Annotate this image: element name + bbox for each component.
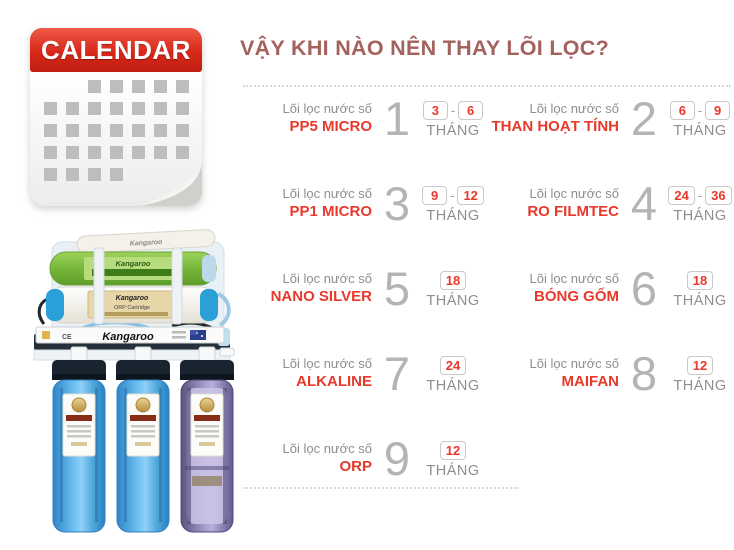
calendar-label: CALENDAR [41,34,191,65]
months-min: 9 [422,185,448,205]
filter-item-9: Lõi lọc nước số ORP 9 12 THÁNG [240,416,487,501]
months-max: 9 [705,100,731,120]
filter-number: 9 [383,432,411,485]
months-max: 36 [705,185,732,205]
housing-2 [116,360,170,533]
filter-label: Lõi lọc nước số [282,440,373,456]
calendar-icon: CALENDAR [30,28,202,206]
filter-label: Lõi lọc nước số [529,185,620,201]
months-unit: THÁNG [426,377,480,394]
months-min: 24 [668,185,695,205]
range-dash: - [450,102,456,118]
months-max: 12 [457,185,484,205]
range-dash: - [697,102,703,118]
months-value: 18 [686,270,714,290]
range-dash: - [450,187,455,203]
filter-number: 2 [630,92,658,145]
filter-name: PP1 MICRO [289,202,372,220]
filter-label: Lõi lọc nước số [529,270,620,286]
months-unit: THÁNG [673,122,727,139]
months-unit: THÁNG [426,207,480,224]
housing-3 [180,360,234,533]
filter-item-3: Lõi lọc nước số PP1 MICRO 3 9-12 THÁNG [240,161,487,246]
filter-number: 5 [383,262,411,315]
range-dash: - [697,187,703,203]
filter-name: RO FILMTEC [527,202,619,220]
divider-top [243,85,731,87]
orp-cartridge-brand-text: Kangaroo [116,295,149,302]
filter-number: 8 [630,347,658,400]
filter-name: THAN HOẠT TÍNH [491,117,620,135]
filter-item-1: Lõi lọc nước số PP5 MICRO 1 3-6 THÁNG [240,76,487,161]
filter-item-4: Lõi lọc nước số RO FILMTEC 4 24-36 THÁNG [487,161,734,246]
months-min: 3 [422,100,448,120]
divider-bottom [243,487,519,489]
page-title: VẬY KHI NÀO NÊN THAY LÕI LỌC? [240,36,610,60]
filter-name: PP5 MICRO [289,117,372,135]
months-value: 12 [686,355,714,375]
months-min: 6 [669,100,695,120]
filter-number: 7 [383,347,411,400]
filter-label: Lõi lọc nước số [282,185,373,201]
months-value: 12 [439,440,467,460]
filter-item-2: Lõi lọc nước số THAN HOẠT TÍNH 2 6-9 THÁNG [487,76,734,161]
filter-number: 6 [630,262,658,315]
brand-logo-text: Kangaroo [102,331,154,343]
filter-list: Lõi lọc nước số PP5 MICRO 1 3-6 THÁNG Lõi … [240,76,734,501]
top-cartridge-brand-text: Kangaroo [130,239,164,248]
filter-number: 4 [630,177,658,230]
filter-label: Lõi lọc nước số [529,355,620,371]
filter-label: Lõi lọc nước số [282,100,373,116]
months-unit: THÁNG [426,462,480,479]
filter-name: ALKALINE [296,372,372,390]
months-unit: THÁNG [673,292,727,309]
orp-cartridge-label-text: ORP Cartridge [114,305,150,311]
housing-1 [52,360,106,533]
filter-item-7: Lõi lọc nước số ALKALINE 7 24 THÁNG [240,331,487,416]
filter-label: Lõi lọc nước số [282,355,373,371]
calendar-grid-icon [44,80,202,206]
filter-label: Lõi lọc nước số [529,100,620,116]
filter-item-8: Lõi lọc nước số MAIFAN 8 12 THÁNG [487,331,734,416]
months-unit: THÁNG [426,122,480,139]
calendar-header: CALENDAR [30,28,202,72]
filter-item-6: Lõi lọc nước số BÓNG GỐM 6 18 THÁNG [487,246,734,331]
filter-label: Lõi lọc nước số [282,270,373,286]
filter-number: 3 [383,177,411,230]
months-unit: THÁNG [673,207,727,224]
green-cartridge-brand-text: Kangaroo [115,259,150,268]
ce-mark-text: CE [62,334,72,341]
filter-name: BÓNG GỐM [534,287,619,305]
months-value: 18 [439,270,467,290]
months-unit: THÁNG [673,377,727,394]
filter-number: 1 [383,92,411,145]
months-unit: THÁNG [426,292,480,309]
filter-item-5: Lõi lọc nước số NANO SILVER 5 18 THÁNG [240,246,487,331]
filter-name: NANO SILVER [270,287,372,305]
calendar-body [30,72,202,206]
months-value: 24 [439,355,467,375]
filter-name: MAIFAN [561,372,620,390]
months-max: 6 [458,100,484,120]
filter-name: ORP [339,457,372,475]
water-purifier-image: Kangaroo Kangaroo Kangaroo ORP Cartridge… [33,229,235,533]
